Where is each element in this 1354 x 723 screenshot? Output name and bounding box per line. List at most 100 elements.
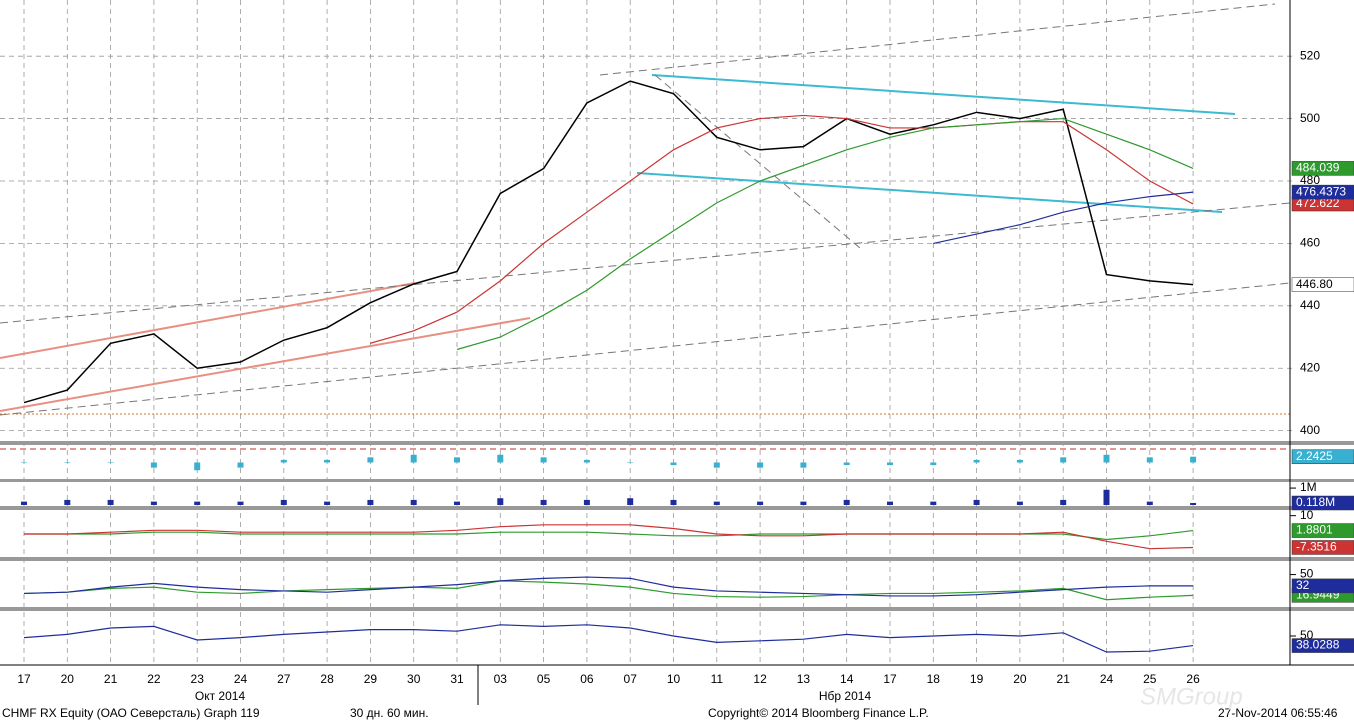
x-tick-label: 25 <box>1143 672 1157 686</box>
separator <box>0 557 1354 561</box>
x-tick-label: 10 <box>667 672 681 686</box>
x-tick-label: 18 <box>927 672 941 686</box>
value-label: 38.0288 <box>1296 638 1340 652</box>
value-label-box <box>1291 540 1354 555</box>
bar <box>21 501 27 505</box>
trend-lines <box>0 3 1291 450</box>
series-line <box>370 114 1194 344</box>
y-tick-label: 10 <box>1300 508 1314 522</box>
bar <box>194 462 201 471</box>
value-label: 2.2425 <box>1296 449 1333 463</box>
trend-line <box>654 74 861 249</box>
y-tick-label: 480 <box>1300 173 1320 187</box>
bar <box>21 462 27 463</box>
x-tick-label: 12 <box>753 672 767 686</box>
x-tick-label: 17 <box>883 672 897 686</box>
value-label-box <box>1291 277 1354 292</box>
month-label: Окт 2014 <box>195 689 246 703</box>
bar <box>930 462 937 466</box>
bar <box>1146 501 1153 505</box>
bar <box>627 498 634 505</box>
bar <box>280 459 287 463</box>
x-tick-label: 23 <box>191 672 205 686</box>
separator <box>0 607 1354 611</box>
series-line <box>23 80 1194 404</box>
bar <box>583 499 590 505</box>
y-tick-label: 1M <box>1300 480 1317 494</box>
separator <box>0 506 1354 510</box>
bar <box>540 457 547 463</box>
value-label: 446.80 <box>1296 277 1333 291</box>
y-tick-label: 520 <box>1300 48 1320 62</box>
y-tick-label: 500 <box>1300 111 1320 125</box>
watermark: SMGroup <box>1140 683 1243 710</box>
bar <box>367 457 374 463</box>
bar <box>107 462 114 463</box>
bar <box>410 454 417 463</box>
footer-period: 30 дн. 60 мин. <box>350 706 429 720</box>
bar <box>280 499 287 505</box>
channel-line <box>636 172 1223 213</box>
bar <box>237 462 244 468</box>
y-tick-label: 420 <box>1300 360 1320 374</box>
x-tick-label: 29 <box>364 672 378 686</box>
footer-timestamp: 27-Nov-2014 06:55:46 <box>1218 706 1338 720</box>
series-line <box>933 191 1194 244</box>
channel-line <box>0 282 416 359</box>
x-tick-label: 03 <box>494 672 508 686</box>
y-tick-label: 440 <box>1300 298 1320 312</box>
x-tick-label: 31 <box>450 672 464 686</box>
x-tick-label: 17 <box>17 672 31 686</box>
value-label-box <box>1291 449 1354 464</box>
bar <box>540 499 547 505</box>
bar <box>1190 503 1197 505</box>
x-tick-label: 26 <box>1186 672 1200 686</box>
bar <box>843 499 850 505</box>
x-tick-label: 20 <box>1013 672 1027 686</box>
bar <box>843 462 850 466</box>
y-tick-label: 50 <box>1300 567 1314 581</box>
x-tick-label: 21 <box>104 672 118 686</box>
x-tick-label: 22 <box>147 672 161 686</box>
bar <box>973 499 980 505</box>
series-line <box>456 117 1194 351</box>
bar <box>1103 454 1110 463</box>
bar <box>107 499 114 505</box>
bar <box>454 501 460 505</box>
x-tick-label: 13 <box>797 672 811 686</box>
trend-line <box>599 3 1276 76</box>
bar <box>410 499 417 505</box>
bar <box>150 462 157 468</box>
bar <box>324 501 331 505</box>
trend-line <box>0 202 1291 324</box>
x-tick-label: 05 <box>537 672 551 686</box>
series-line <box>23 576 1194 597</box>
x-tick-label: 24 <box>1100 672 1114 686</box>
bar <box>800 501 807 505</box>
bar <box>237 501 244 505</box>
x-tick-label: 11 <box>711 672 724 686</box>
value-label: 476.4373 <box>1296 184 1346 198</box>
value-label-box <box>1291 495 1354 511</box>
channel-line <box>0 317 531 412</box>
value-label-box <box>1291 638 1354 653</box>
bar <box>670 499 677 505</box>
bar <box>150 501 157 505</box>
bar <box>627 462 634 463</box>
x-tick-label: 21 <box>1057 672 1071 686</box>
bar <box>367 499 374 505</box>
bar <box>497 454 504 463</box>
value-label: 484.039 <box>1296 161 1340 175</box>
value-label: 32 <box>1296 578 1310 592</box>
bar <box>757 462 764 468</box>
bar <box>454 457 460 463</box>
x-tick-label: 30 <box>407 672 421 686</box>
bar <box>973 459 980 463</box>
separator <box>0 441 1354 445</box>
bar <box>1016 501 1023 505</box>
bar <box>1016 459 1023 463</box>
series-line <box>23 624 1194 653</box>
bar <box>194 501 201 505</box>
x-tick-label: 14 <box>840 672 854 686</box>
series-line <box>24 524 1194 550</box>
